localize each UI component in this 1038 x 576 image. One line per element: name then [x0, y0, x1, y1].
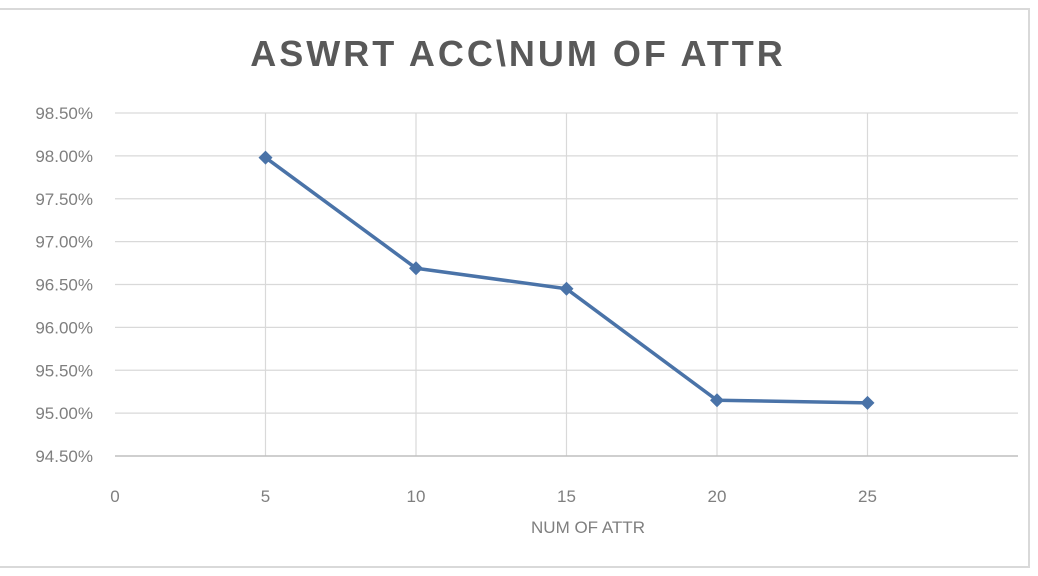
- x-tick-label: 0: [110, 487, 119, 506]
- x-tick-label: 25: [858, 487, 877, 506]
- y-tick-label: 98.50%: [35, 104, 93, 123]
- chart-frame: ASWRT ACC\NUM OF ATTR 94.50% 95.00% 95.50%…: [0, 8, 1030, 568]
- data-point-marker: [710, 393, 724, 408]
- data-point-marker: [258, 150, 273, 165]
- y-tick-label: 94.50%: [35, 447, 93, 466]
- y-tick-label: 97.00%: [35, 233, 93, 252]
- x-axis-title: NUM OF ATTR: [531, 518, 645, 537]
- y-axis-tick-labels: 94.50% 95.00% 95.50% 96.00% 96.50% 97.00% 97.5…: [35, 104, 93, 466]
- x-axis-tick-labels: 0 5 10 15 20 25: [110, 487, 877, 506]
- data-point-marker: [860, 395, 875, 410]
- line-chart: ASWRT ACC\NUM OF ATTR 94.50% 95.00% 95.50%…: [35, 33, 1018, 537]
- y-tick-label: 95.00%: [35, 404, 93, 423]
- data-series: [258, 150, 875, 410]
- y-tick-label: 98.00%: [35, 147, 93, 166]
- data-point-marker: [559, 281, 574, 296]
- y-tick-label: 96.50%: [35, 276, 93, 295]
- chart-title: ASWRT ACC\NUM OF ATTR: [250, 33, 786, 74]
- y-tick-label: 97.50%: [35, 190, 93, 209]
- x-tick-label: 15: [557, 487, 576, 506]
- data-point-marker: [409, 261, 423, 276]
- x-tick-label: 5: [261, 487, 270, 506]
- y-tick-label: 95.50%: [35, 361, 93, 380]
- y-tick-label: 96.00%: [35, 318, 93, 337]
- x-tick-label: 10: [407, 487, 426, 506]
- x-tick-label: 20: [708, 487, 727, 506]
